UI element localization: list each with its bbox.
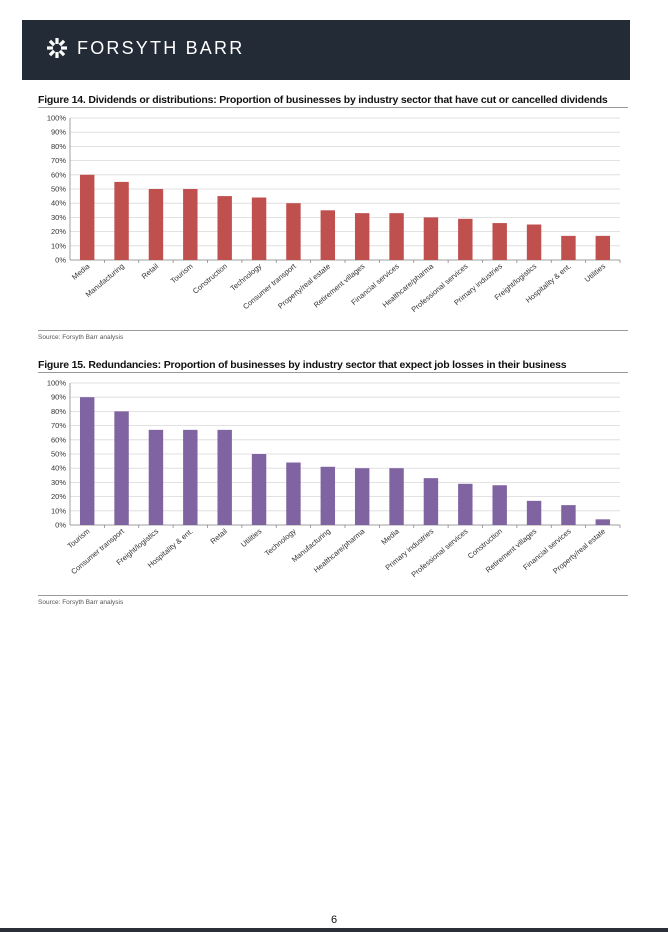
bar — [492, 485, 507, 525]
figure-14-source: Source: Forsyth Barr analysis — [38, 334, 124, 341]
x-tick-label: Retail — [140, 261, 161, 280]
y-tick-label: 100% — [47, 379, 67, 388]
x-tick-label: Technology — [228, 261, 263, 292]
y-tick-label: 60% — [51, 170, 66, 179]
header-banner: FORSYTH BARR — [22, 20, 630, 80]
bar — [114, 411, 129, 525]
figure-14-title: Figure 14. Dividends or distributions: P… — [38, 94, 608, 106]
y-tick-label: 80% — [51, 407, 66, 416]
bar — [423, 217, 439, 260]
bar — [286, 462, 301, 525]
x-tick-label: Tourism — [66, 527, 92, 551]
y-tick-label: 70% — [51, 421, 66, 430]
bar — [423, 478, 439, 525]
figure-14-top-rule — [38, 107, 628, 108]
y-tick-label: 0% — [55, 521, 66, 530]
x-tick-label: Construction — [191, 262, 229, 296]
page-number: 6 — [330, 914, 338, 926]
logo-text: FORSYTH BARR — [77, 37, 245, 58]
bar — [320, 210, 336, 260]
y-tick-label: 0% — [55, 256, 66, 265]
x-tick-label: Professional services — [410, 261, 470, 314]
y-tick-label: 20% — [51, 492, 66, 501]
x-tick-label: Professional services — [410, 526, 470, 579]
forsyth-barr-logo-icon — [47, 38, 67, 58]
y-tick-label: 80% — [51, 142, 66, 151]
y-tick-label: 30% — [51, 478, 66, 487]
bar — [251, 454, 267, 525]
bar — [389, 213, 404, 260]
x-tick-label: Media — [379, 526, 401, 547]
bar — [148, 189, 164, 260]
bar — [526, 224, 542, 260]
figure-14-bottom-rule — [38, 330, 628, 331]
figure-15-bottom-rule — [38, 595, 628, 596]
figure-15-top-rule — [38, 372, 628, 373]
bar — [217, 196, 232, 260]
y-tick-label: 60% — [51, 435, 66, 444]
bar — [561, 505, 576, 525]
bar — [114, 181, 129, 260]
figure-15-chart: 0% 10% 20% 30% 40% 50% 60% 70% 80% 90% 100% Tourism… — [47, 379, 621, 579]
y-tick-label: 90% — [51, 128, 66, 137]
bar — [251, 197, 267, 260]
y-tick-label: 50% — [51, 185, 66, 194]
bar — [595, 235, 611, 260]
y-tick-label: 40% — [51, 464, 66, 473]
bar — [320, 466, 336, 525]
x-tick-label: Utilities — [239, 526, 263, 549]
logo: FORSYTH BARR — [46, 37, 244, 59]
bar — [354, 468, 370, 525]
x-tick-label: Retail — [208, 526, 229, 545]
y-tick-label: 10% — [51, 506, 66, 515]
bar — [286, 203, 301, 260]
bar — [389, 468, 404, 525]
bar — [458, 218, 473, 260]
y-tick-label: 30% — [51, 213, 66, 222]
bar — [492, 223, 507, 260]
y-tick-label: 100% — [47, 114, 67, 123]
bar — [183, 189, 198, 260]
y-tick-label: 50% — [51, 450, 66, 459]
y-tick-label: 10% — [51, 241, 66, 250]
figure-15-title: Figure 15. Redundancies: Proportion of b… — [38, 359, 567, 371]
bar — [148, 429, 164, 525]
y-tick-label: 40% — [51, 199, 66, 208]
y-tick-label: 70% — [51, 156, 66, 165]
bar — [458, 483, 473, 525]
y-tick-label: 90% — [51, 393, 66, 402]
bar — [217, 429, 232, 525]
figure-14-chart: 0%10%20%30%40%50%60%70%80%90%100%MediaMa… — [47, 114, 621, 314]
x-tick-label: Technology — [263, 526, 298, 557]
x-tick-label: Media — [70, 261, 92, 282]
bar — [561, 235, 576, 260]
bar — [354, 213, 370, 260]
bar — [183, 429, 198, 525]
x-tick-label: Tourism — [169, 262, 195, 286]
bottom-strip — [0, 928, 668, 932]
bar — [526, 500, 542, 525]
figure-15-source: Source: Forsyth Barr analysis — [38, 599, 124, 606]
bar — [79, 174, 95, 260]
y-tick-label: 20% — [51, 227, 66, 236]
bar — [595, 519, 611, 525]
bar — [79, 397, 95, 525]
x-tick-label: Utilities — [583, 261, 607, 284]
